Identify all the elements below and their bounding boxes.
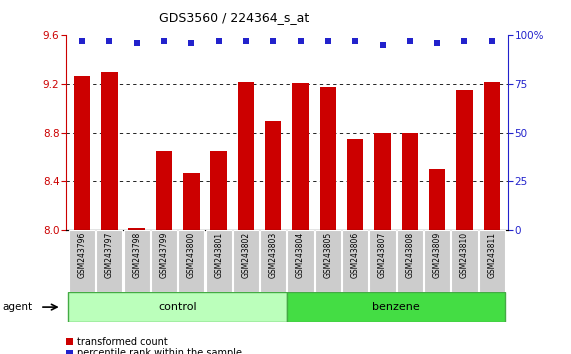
Bar <box>233 230 259 292</box>
Point <box>460 38 469 44</box>
Bar <box>429 169 445 230</box>
Bar <box>96 230 123 292</box>
Bar <box>74 75 90 230</box>
Bar <box>451 230 477 292</box>
Bar <box>265 121 282 230</box>
Text: agent: agent <box>3 302 33 312</box>
Point <box>214 38 223 44</box>
Text: control: control <box>158 302 197 312</box>
Text: percentile rank within the sample: percentile rank within the sample <box>77 348 242 354</box>
Bar <box>260 230 287 292</box>
Bar <box>369 230 396 292</box>
Bar <box>128 228 145 230</box>
Bar <box>424 230 451 292</box>
Text: GSM243806: GSM243806 <box>351 232 360 278</box>
Bar <box>211 151 227 230</box>
Text: GSM243805: GSM243805 <box>323 232 332 278</box>
Bar <box>123 230 150 292</box>
Point <box>323 38 332 44</box>
Text: GSM243803: GSM243803 <box>269 232 278 278</box>
Bar <box>478 230 505 292</box>
Text: GSM243798: GSM243798 <box>132 232 141 278</box>
Text: GDS3560 / 224364_s_at: GDS3560 / 224364_s_at <box>159 11 309 24</box>
Point <box>433 40 442 46</box>
Bar <box>401 133 418 230</box>
Text: GSM243807: GSM243807 <box>378 232 387 278</box>
Bar <box>69 230 95 292</box>
Point <box>187 40 196 46</box>
Text: transformed count: transformed count <box>77 337 168 347</box>
Point <box>405 38 415 44</box>
Point <box>159 38 168 44</box>
Point <box>105 38 114 44</box>
Text: GSM243804: GSM243804 <box>296 232 305 278</box>
Point <box>132 40 141 46</box>
Bar <box>315 230 341 292</box>
Text: GSM243811: GSM243811 <box>487 232 496 278</box>
Text: GSM243810: GSM243810 <box>460 232 469 278</box>
Bar <box>456 90 473 230</box>
Bar <box>101 72 118 230</box>
Text: GSM243796: GSM243796 <box>78 232 87 278</box>
Bar <box>287 292 505 322</box>
Bar <box>375 133 391 230</box>
Bar <box>347 139 363 230</box>
Bar <box>397 230 423 292</box>
Text: GSM243797: GSM243797 <box>105 232 114 278</box>
Bar <box>151 230 177 292</box>
Text: benzene: benzene <box>372 302 420 312</box>
Point <box>269 38 278 44</box>
Bar <box>183 173 199 230</box>
Bar <box>206 230 232 292</box>
Text: GSM243802: GSM243802 <box>242 232 251 278</box>
Point <box>296 38 305 44</box>
Point <box>242 38 251 44</box>
Point <box>351 38 360 44</box>
Bar <box>342 230 368 292</box>
Text: GSM243799: GSM243799 <box>159 232 168 278</box>
Point <box>378 42 387 48</box>
Bar <box>238 82 254 230</box>
Bar <box>484 82 500 230</box>
Bar <box>156 151 172 230</box>
Bar <box>320 86 336 230</box>
Point <box>487 38 496 44</box>
Text: GSM243808: GSM243808 <box>405 232 415 278</box>
Text: GSM243809: GSM243809 <box>433 232 441 278</box>
Bar <box>69 292 287 322</box>
Bar <box>287 230 313 292</box>
Text: GSM243801: GSM243801 <box>214 232 223 278</box>
Point <box>78 38 87 44</box>
Text: GSM243800: GSM243800 <box>187 232 196 278</box>
Bar <box>178 230 204 292</box>
Bar <box>292 83 309 230</box>
